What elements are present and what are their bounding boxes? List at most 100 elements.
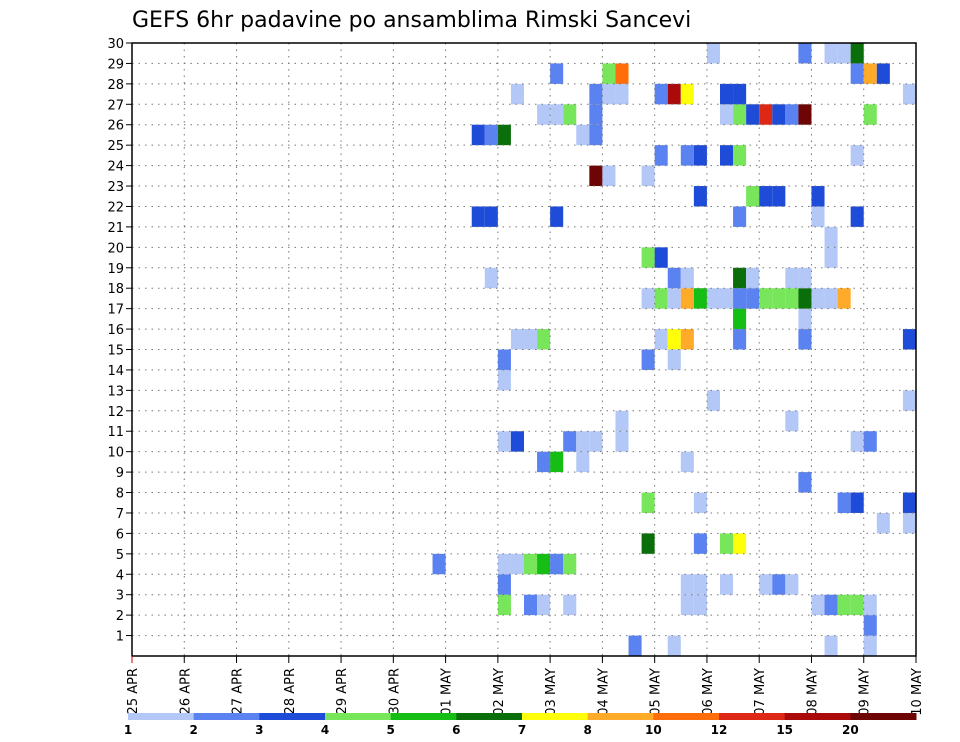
heatmap-cell [706,288,720,309]
legend-label: 20 [842,723,859,737]
heatmap-cell [537,104,551,125]
heatmap-cell [497,124,511,146]
heatmap-cell [667,288,681,309]
y-tick-label: 5 [116,548,124,563]
heatmap-cell [837,288,851,309]
heatmap-cell [680,145,694,166]
heatmap-cell [667,83,681,105]
legend-swatch [784,713,851,720]
heatmap-cell [837,594,851,616]
heatmap-cell [902,83,916,105]
heatmap-cell [667,329,681,350]
x-tick-label: 04 MAY [596,668,611,716]
legend-label: 15 [776,723,793,737]
heatmap-cell [484,124,498,146]
heatmap-cell [863,635,877,656]
x-tick-label: 02 MAY [492,668,507,716]
y-tick-label: 17 [107,303,124,318]
legend-label: 12 [711,723,728,737]
heatmap-cell [733,206,747,227]
heatmap-cell [432,553,446,575]
heatmap-cell [902,329,916,350]
cells-layer [432,43,916,656]
y-tick-label: 2 [116,609,124,624]
heatmap-cell [850,206,864,227]
heatmap-cell [785,288,799,309]
heatmap-cell [484,206,498,227]
heatmap-cell [693,492,707,513]
y-tick-label: 18 [107,282,124,297]
x-tick-label: 26 APR [178,668,193,714]
heatmap-cell [628,635,642,656]
heatmap-cell [837,43,851,64]
heatmap-cell [537,553,551,575]
legend-label: 3 [255,723,263,737]
heatmap-cell [510,83,524,105]
legend-swatch [325,713,392,720]
heatmap-cell [654,145,668,166]
x-tick-label: 30 APR [387,668,402,714]
heatmap-cell [537,451,551,473]
x-axis: 25 APR 26 APR 27 APR 28 APR 29 APR 30 APR 01 M… [126,656,925,716]
y-tick-label: 6 [116,527,124,542]
heatmap-cell [759,288,773,309]
heatmap-cell [902,492,916,513]
heatmap-cell [863,63,877,84]
heatmap-cell [615,63,629,84]
heatmap-cell [798,104,812,125]
y-tick-label: 29 [107,57,124,72]
y-tick-label: 7 [116,507,124,522]
heatmap-cell [654,329,668,350]
heatmap-cell [615,83,629,105]
heatmap-cell [720,288,734,309]
heatmap-cell [785,410,799,432]
heatmap-cell [824,635,838,656]
x-tick-label: 10 MAY [910,668,925,716]
heatmap-cell [850,594,864,616]
chart-title: GEFS 6hr padavine po ansamblima Rimski S… [132,8,691,33]
heatmap-cell [576,124,590,146]
heatmap-cell [850,431,864,452]
heatmap-cell [589,83,603,105]
legend-label: 7 [518,723,526,737]
heatmap-cell [863,594,877,616]
heatmap-cell [693,288,707,309]
heatmap-cell [706,390,720,411]
heatmap-cell [563,553,577,575]
heatmap-cell [902,512,916,534]
heatmap-cell [798,472,812,493]
heatmap-cell [733,104,747,125]
y-tick-label: 15 [107,344,124,359]
y-tick-label: 13 [107,384,124,399]
heatmap-cell [497,349,511,370]
heatmap-cell [641,165,655,187]
heatmap-cell [785,574,799,595]
heatmap-cell [641,349,655,370]
heatmap-cell [863,431,877,452]
heatmap-cell [602,63,616,84]
y-tick-label: 21 [107,221,124,236]
heatmap-cell [798,43,812,64]
heatmap-cell [693,574,707,595]
heatmap-cell [759,574,773,595]
heatmap-cell [576,431,590,452]
heatmap-cell [811,186,825,207]
y-tick-label: 3 [116,589,124,604]
x-tick-label: 25 APR [126,668,141,714]
heatmap-cell [720,104,734,125]
heatmap-cell [733,288,747,309]
heatmap-cell [720,83,734,105]
heatmap-cell [733,145,747,166]
x-tick-label: 28 APR [283,668,298,714]
legend-label: 8 [583,723,591,737]
y-tick-label: 1 [116,630,124,645]
legend-label: 10 [645,723,662,737]
heatmap-cell [902,390,916,411]
x-tick-label: 03 MAY [544,668,559,716]
y-tick-label: 30 [107,37,124,52]
x-tick-label: 27 APR [231,668,246,714]
y-tick-label: 10 [107,446,124,461]
legend-swatch [128,713,195,720]
heatmap-cell [602,165,616,187]
